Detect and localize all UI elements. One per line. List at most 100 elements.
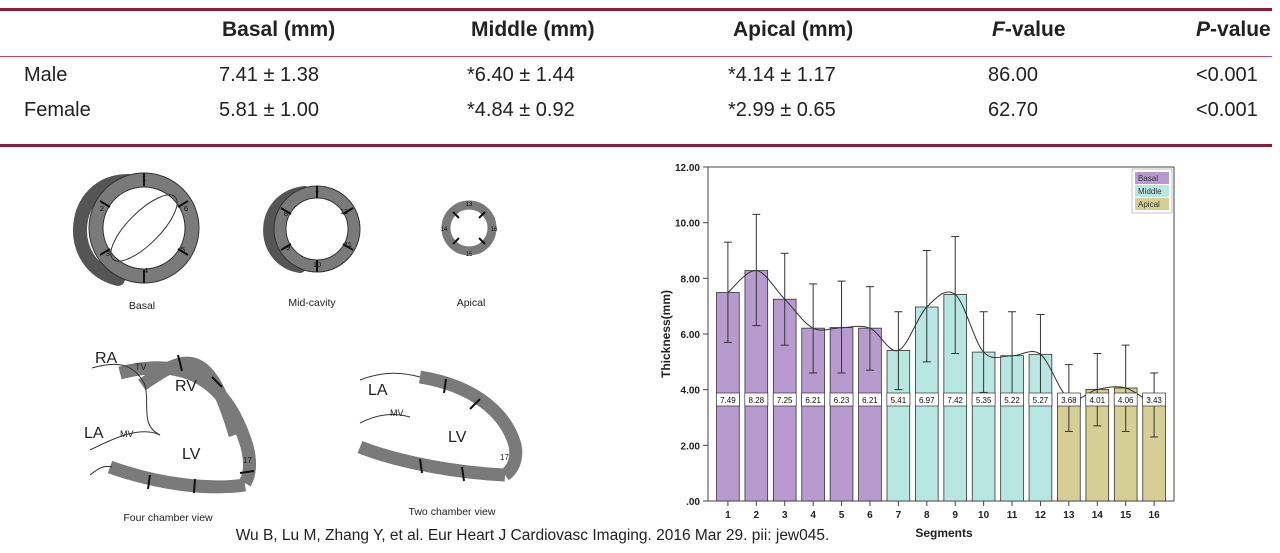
- seg-label-15: 15: [466, 252, 473, 258]
- table-header-rule: [0, 56, 1272, 57]
- x-tick-label-7: 7: [896, 510, 902, 521]
- x-tick-label-3: 3: [782, 510, 788, 521]
- data-label-2: 8.28: [744, 392, 769, 407]
- row-male-middle: *6.40 ± 1.44: [467, 64, 575, 86]
- citation: Wu B, Lu M, Zhang Y, et al. Eur Heart J …: [235, 527, 830, 544]
- legend-swatch-basal: [1135, 172, 1169, 184]
- x-tick-label-5: 5: [839, 510, 845, 521]
- legend-label-apical: Apical: [1138, 200, 1160, 209]
- svg-text:6.23: 6.23: [834, 396, 850, 405]
- error-bar-1: [723, 241, 732, 343]
- data-label-1: 7.49: [716, 392, 740, 407]
- legend-label-basal: Basal: [1138, 174, 1158, 183]
- fc-seg-17: 17: [243, 456, 252, 465]
- svg-text:5.27: 5.27: [1033, 396, 1049, 405]
- data-label-12: 5.27: [1028, 392, 1053, 407]
- tc-seg-17: 17: [500, 453, 509, 462]
- row-female-f: 62.70: [988, 99, 1039, 121]
- error-bar-7: [894, 311, 903, 391]
- segment-diagram: 1 2 3 4 5 6 7 8 9 10 11 12 13 14 15 16 B…: [73, 172, 523, 524]
- x-tick-label-15: 15: [1120, 510, 1132, 521]
- x-tick-label-2: 2: [754, 510, 760, 521]
- header-f-letter: F: [992, 18, 1005, 41]
- fc-tv: TV: [135, 362, 147, 372]
- header-apical: Apical (mm): [733, 18, 854, 41]
- row-female-apical: *2.99 ± 0.65: [728, 99, 836, 121]
- seg-label-6: 6: [184, 204, 188, 213]
- svg-text:7.25: 7.25: [777, 396, 793, 405]
- data-label-4: 6.21: [801, 392, 825, 407]
- error-bar-10: [979, 311, 988, 393]
- table-top-rule: [0, 8, 1272, 11]
- seg-label-2: 2: [100, 204, 104, 213]
- header-p-suffix: -value: [1210, 18, 1271, 41]
- row-female-label: Female: [24, 99, 91, 121]
- y-tick-label: 4.00: [681, 386, 701, 397]
- svg-text:7.42: 7.42: [947, 396, 963, 405]
- x-tick-label-8: 8: [924, 510, 930, 521]
- svg-text:4.01: 4.01: [1089, 396, 1105, 405]
- seg-label-1: 1: [142, 174, 146, 183]
- fc-rv: RV: [175, 378, 197, 395]
- data-label-7: 5.41: [886, 392, 911, 407]
- seg-label-10: 10: [313, 260, 321, 269]
- two-chamber-diagram: [357, 370, 523, 482]
- row-male-apical: *4.14 ± 1.17: [728, 64, 836, 86]
- x-tick-label-9: 9: [952, 510, 958, 521]
- data-label-14: 4.01: [1085, 392, 1110, 407]
- seg-label-5: 5: [181, 245, 185, 254]
- x-tick-label-1: 1: [725, 510, 731, 521]
- x-tick-label-10: 10: [978, 510, 990, 521]
- error-bar-5: [837, 280, 846, 374]
- svg-text:4.06: 4.06: [1118, 396, 1134, 405]
- legend-swatch-apical: [1135, 198, 1169, 210]
- error-bar-9: [951, 236, 960, 354]
- x-tick-label-16: 16: [1149, 510, 1161, 521]
- error-bar-4: [809, 283, 818, 374]
- y-tick-label: 2.00: [681, 441, 701, 452]
- fc-lv: LV: [182, 446, 201, 463]
- data-label-8: 6.97: [914, 392, 939, 407]
- x-axis-title: Segments: [915, 526, 973, 540]
- trend-curve: [727, 270, 1155, 406]
- seg-label-11: 11: [344, 240, 352, 249]
- svg-text:3.68: 3.68: [1061, 396, 1077, 405]
- y-tick-label: 8.00: [681, 274, 701, 285]
- row-female-middle: *4.84 ± 0.92: [467, 99, 575, 121]
- seg-label-8: 8: [284, 209, 288, 218]
- seg-label-16: 16: [491, 227, 498, 233]
- svg-text:6.21: 6.21: [805, 396, 821, 405]
- mid-short-axis: [263, 185, 361, 273]
- svg-text:7.49: 7.49: [720, 396, 736, 405]
- seg-label-13: 13: [466, 202, 473, 208]
- two-chamber-caption: Two chamber view: [409, 506, 496, 518]
- fc-la: LA: [84, 425, 104, 442]
- x-tick-label-11: 11: [1007, 510, 1018, 521]
- four-chamber-diagram: [89, 354, 256, 494]
- seg-label-3: 3: [106, 249, 110, 258]
- data-label-13: 3.68: [1057, 392, 1081, 407]
- tc-mv: MV: [390, 408, 404, 418]
- header-middle: Middle (mm): [471, 18, 595, 41]
- svg-text:8.28: 8.28: [749, 396, 765, 405]
- header-basal: Basal (mm): [222, 18, 336, 41]
- basal-short-axis: [73, 172, 200, 286]
- data-label-3: 7.25: [772, 392, 797, 407]
- row-male-f: 86.00: [988, 64, 1039, 86]
- x-tick-label-4: 4: [810, 510, 816, 521]
- seg-label-9: 9: [286, 243, 290, 252]
- svg-text:5.41: 5.41: [891, 396, 907, 405]
- header-f-value: F-value: [992, 18, 1066, 42]
- tc-la: LA: [368, 382, 388, 399]
- legend-label-middle: Middle: [1138, 187, 1162, 196]
- row-male-p: <0.001: [1196, 64, 1258, 86]
- header-p-value: P-value: [1196, 18, 1271, 42]
- row-female-p: <0.001: [1196, 99, 1258, 121]
- apical-caption: Apical: [457, 297, 486, 309]
- y-tick-label: 10.00: [675, 219, 700, 230]
- seg-label-12: 12: [340, 207, 348, 216]
- data-label-11: 5.22: [1000, 392, 1024, 407]
- seg-label-4: 4: [144, 266, 148, 275]
- apical-short-axis: [441, 200, 497, 256]
- fc-ra: RA: [95, 350, 118, 367]
